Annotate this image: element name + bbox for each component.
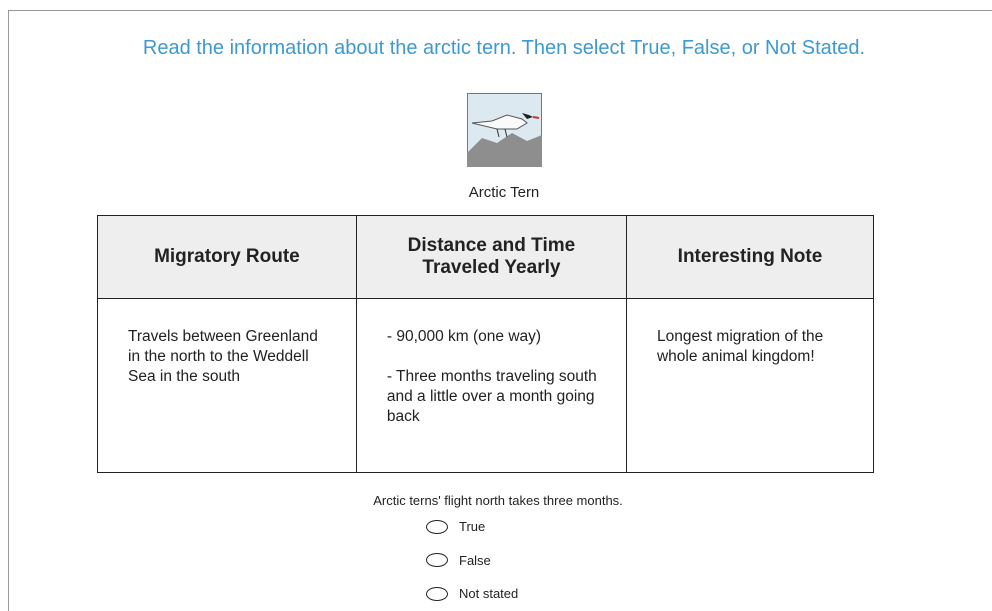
column-header: Migratory Route bbox=[97, 215, 357, 299]
table-cell: Longest migration of the whole animal ki… bbox=[625, 298, 875, 473]
option-label[interactable]: False bbox=[459, 552, 491, 568]
radio-option[interactable]: False bbox=[426, 553, 491, 568]
instruction: Read the information about the arctic te… bbox=[142, 37, 866, 59]
radio-button[interactable] bbox=[426, 586, 448, 601]
cell-text: Travels between Greenland in the north t… bbox=[128, 328, 318, 385]
cell-text: - Three months traveling south and a lit… bbox=[386, 368, 597, 425]
info-table: Migratory Route Distance and Time Travele… bbox=[97, 215, 875, 473]
content-frame bbox=[8, 10, 992, 611]
question: Arctic terns' flight north takes three m… bbox=[373, 493, 623, 508]
cell-text: - 90,000 km (one way) bbox=[386, 328, 542, 345]
image-caption: Arctic Tern bbox=[468, 184, 540, 201]
table-cell: - 90,000 km (one way) - Three months trav… bbox=[355, 298, 627, 473]
table-cell: Travels between Greenland in the north t… bbox=[97, 298, 357, 473]
radio-option[interactable]: Not stated bbox=[426, 586, 518, 601]
cell-text: Longest migration of the whole animal ki… bbox=[656, 328, 824, 365]
option-label[interactable]: Not stated bbox=[459, 586, 519, 601]
tern-image bbox=[467, 93, 542, 167]
header-row: Migratory Route Distance and Time Travele… bbox=[97, 215, 875, 299]
radio-option[interactable]: True bbox=[426, 519, 485, 534]
option-label[interactable]: True bbox=[459, 519, 486, 534]
body-row: Travels between Greenland in the north t… bbox=[97, 298, 875, 473]
column-header: Interesting Note bbox=[625, 215, 875, 299]
radio-button[interactable] bbox=[426, 519, 448, 534]
column-header: Distance and Time Traveled Yearly bbox=[355, 215, 627, 299]
radio-button[interactable] bbox=[426, 553, 448, 567]
